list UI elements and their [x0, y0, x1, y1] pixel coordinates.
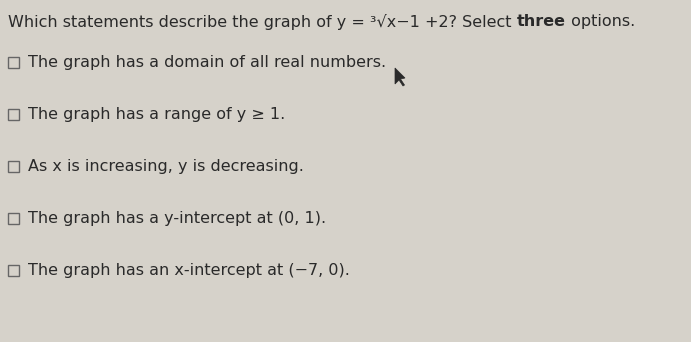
Text: The graph has a domain of all real numbers.: The graph has a domain of all real numbe…	[28, 54, 386, 69]
Text: options.: options.	[566, 14, 635, 29]
Text: The graph has an x-intercept at (−7, 0).: The graph has an x-intercept at (−7, 0).	[28, 263, 350, 277]
Polygon shape	[395, 68, 405, 86]
Bar	[8, 212, 19, 224]
Text: The graph has a y-intercept at (0, 1).: The graph has a y-intercept at (0, 1).	[28, 210, 326, 225]
Bar	[8, 264, 19, 276]
Text: As x is increasing, y is decreasing.: As x is increasing, y is decreasing.	[28, 158, 304, 173]
Text: The graph has a range of y ≥ 1.: The graph has a range of y ≥ 1.	[28, 106, 285, 121]
Bar	[8, 56, 19, 67]
Text: three: three	[517, 14, 566, 29]
Bar	[8, 160, 19, 171]
Text: Which statements describe the graph of y = ³√x−1 +2? Select: Which statements describe the graph of y…	[8, 14, 517, 30]
Bar	[8, 108, 19, 119]
